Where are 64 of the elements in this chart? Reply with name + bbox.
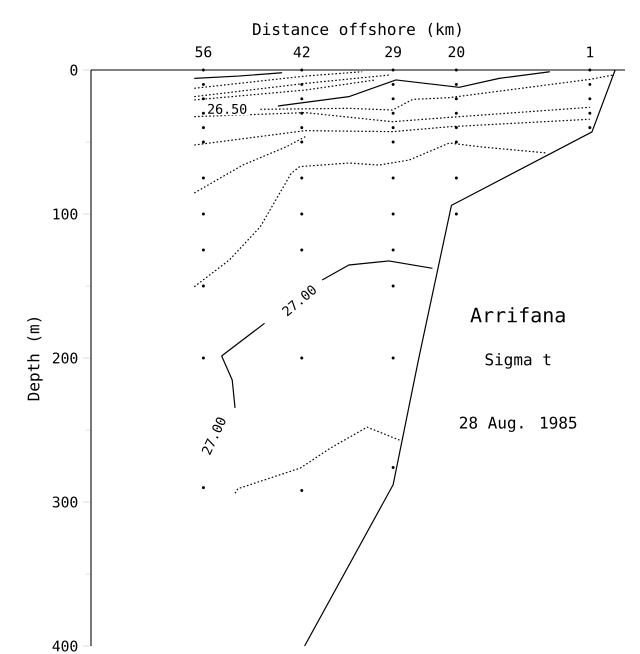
point: [202, 112, 205, 115]
x-tick-label: 1: [587, 46, 594, 58]
line-series: [234, 426, 400, 494]
point: [392, 82, 395, 86]
point: [202, 82, 205, 86]
x-tick-label: 56: [196, 46, 212, 58]
point: [454, 140, 458, 144]
point: [392, 176, 395, 180]
line-series: [194, 118, 590, 146]
annotation: 28 Aug. 1985: [460, 416, 576, 432]
point: [300, 97, 304, 100]
y-tick-label: 100: [54, 208, 78, 220]
annotation: 26.50: [208, 104, 246, 114]
annotation: Arrifana: [470, 307, 565, 323]
point: [300, 489, 304, 492]
point: [202, 212, 205, 216]
point: [392, 284, 395, 288]
point: [588, 97, 592, 100]
point: [202, 248, 205, 252]
point: [454, 126, 458, 130]
point: [202, 126, 205, 130]
y-axis-title: Depth (m): [27, 318, 43, 400]
x-axis-title: Distance offshore (km): [253, 22, 461, 38]
point: [454, 82, 458, 86]
annotation: Sigma t: [486, 353, 550, 369]
point: [588, 112, 592, 115]
point: [300, 126, 304, 130]
point: [454, 112, 458, 115]
point: [202, 486, 205, 490]
y-tick-label: 400: [52, 640, 78, 652]
point: [300, 212, 304, 216]
point: [588, 82, 592, 86]
line-series: [194, 136, 306, 194]
point: [202, 284, 205, 288]
point: [300, 140, 304, 144]
point: [202, 97, 205, 100]
point: [454, 212, 458, 216]
point: [392, 248, 395, 252]
point: [392, 212, 395, 216]
point: [588, 126, 592, 130]
y-tick-label: 200: [52, 352, 78, 364]
point: [300, 248, 304, 252]
point: [202, 356, 205, 360]
point: [300, 82, 304, 86]
point: [454, 97, 458, 100]
x-tick-label: 20: [448, 46, 464, 58]
point: [300, 68, 304, 72]
point: [202, 140, 205, 144]
y-tick-label: 0: [70, 64, 78, 76]
point: [392, 126, 395, 130]
point: [300, 176, 304, 180]
point: [392, 466, 395, 469]
y-tick-label: 300: [52, 496, 78, 508]
point: [454, 176, 458, 180]
x-tick-label: 42: [294, 46, 310, 58]
point: [392, 112, 395, 115]
x-tick-label: 29: [385, 46, 401, 58]
line-series: [194, 142, 548, 288]
point: [392, 97, 395, 100]
point: [392, 140, 395, 144]
point: [300, 112, 304, 115]
point: [300, 356, 304, 360]
point: [392, 356, 395, 360]
point: [202, 176, 205, 180]
